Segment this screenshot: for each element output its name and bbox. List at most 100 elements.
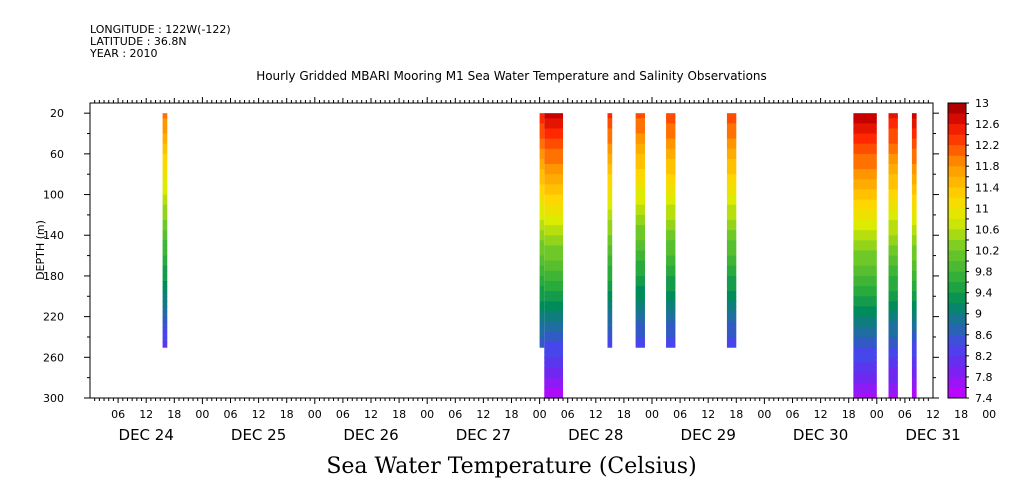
x-day-label: DEC 28: [568, 426, 623, 444]
data-cell: [666, 194, 676, 201]
data-cell: [853, 316, 877, 323]
data-cell: [726, 235, 737, 241]
data-cell: [544, 296, 564, 302]
data-cell: [607, 123, 613, 130]
data-cell: [853, 245, 877, 252]
data-cell: [888, 326, 898, 333]
data-cell: [666, 255, 676, 262]
data-cell: [539, 118, 545, 124]
colorbar-bin: [948, 145, 966, 157]
data-cell: [544, 347, 564, 353]
data-cell: [888, 214, 898, 221]
data-cell: [162, 225, 168, 231]
data-cell: [607, 326, 613, 333]
data-cell: [607, 225, 613, 231]
data-cell: [539, 235, 545, 241]
colorbar-bin: [948, 197, 966, 209]
x-hour-tick-label: 06: [898, 408, 912, 421]
data-cell: [853, 199, 877, 206]
data-cell: [666, 331, 676, 338]
data-cell: [162, 133, 168, 140]
data-cell: [539, 281, 545, 287]
x-hour-tick-label: 12: [926, 408, 940, 421]
data-cell: [888, 275, 898, 282]
data-cell: [544, 352, 564, 358]
x-hour-tick-label: 00: [982, 408, 996, 421]
data-columns: [162, 113, 917, 399]
colorbar-bin: [948, 208, 966, 220]
colorbar-bin: [948, 366, 966, 378]
x-hour-tick-label: 00: [195, 408, 209, 421]
data-cell: [635, 286, 645, 292]
data-cell: [853, 357, 877, 363]
data-cell: [162, 316, 168, 323]
data-cell: [544, 255, 564, 262]
data-cell: [853, 301, 877, 308]
colorbar-label: 12.6: [975, 118, 1000, 131]
data-cell: [726, 321, 737, 328]
data-cell: [666, 275, 676, 282]
data-cell: [666, 199, 676, 206]
data-cell: [888, 296, 898, 302]
data-cell: [911, 275, 917, 282]
data-cell: [162, 174, 168, 180]
data-cell: [162, 270, 168, 277]
data-cell: [544, 158, 564, 165]
data-cell: [888, 209, 898, 216]
data-cell: [635, 143, 645, 150]
data-cell: [726, 225, 737, 231]
data-cell: [726, 311, 737, 318]
data-cell: [726, 296, 737, 302]
data-cell: [726, 174, 737, 180]
data-cell: [162, 143, 168, 150]
data-cell: [635, 331, 645, 338]
data-cell: [911, 189, 917, 196]
data-cell: [635, 184, 645, 191]
colorbar: 13 12.6 12.2 11.8 11.4 11 10.6 10.2 9.8 9.4 9 8.6 8.…: [947, 97, 1000, 405]
data-cell: [911, 255, 917, 262]
data-cell: [607, 214, 613, 221]
colorbar-bin: [948, 124, 966, 136]
data-cell: [544, 367, 564, 374]
data-cell: [544, 148, 564, 155]
data-cell: [162, 194, 168, 201]
data-cell: [853, 128, 877, 135]
data-cell: [911, 209, 917, 216]
data-cell: [544, 372, 564, 379]
data-cell: [162, 342, 168, 348]
data-cell: [911, 174, 917, 180]
data-cell: [539, 270, 545, 277]
data-cell: [888, 311, 898, 318]
data-cell: [853, 260, 877, 267]
colorbar-bin: [948, 176, 966, 188]
data-cell: [666, 270, 676, 277]
y-tick-label: 300: [43, 392, 64, 405]
data-cell: [635, 270, 645, 277]
data-cell: [853, 113, 877, 119]
data-cell: [635, 250, 645, 257]
data-cell: [726, 184, 737, 191]
data-cell: [539, 336, 545, 343]
data-cell: [666, 326, 676, 333]
data-cell: [911, 235, 917, 241]
data-cell: [666, 265, 676, 272]
y-tick-label: 20: [50, 107, 64, 120]
data-cell: [853, 219, 877, 226]
data-cell: [888, 143, 898, 150]
data-cell: [888, 169, 898, 175]
data-cell: [539, 245, 545, 252]
data-cell: [853, 148, 877, 155]
data-cell: [911, 362, 917, 369]
data-cell: [539, 230, 545, 236]
data-cell: [911, 158, 917, 165]
data-cell: [888, 133, 898, 140]
x-day-label: DEC 27: [456, 426, 511, 444]
data-cell: [911, 281, 917, 287]
data-cell: [544, 143, 564, 150]
data-cell: [162, 230, 168, 236]
data-cell: [888, 321, 898, 328]
data-cell: [539, 316, 545, 323]
data-cell: [162, 164, 168, 170]
data-cell: [726, 306, 737, 313]
data-cell: [911, 219, 917, 226]
